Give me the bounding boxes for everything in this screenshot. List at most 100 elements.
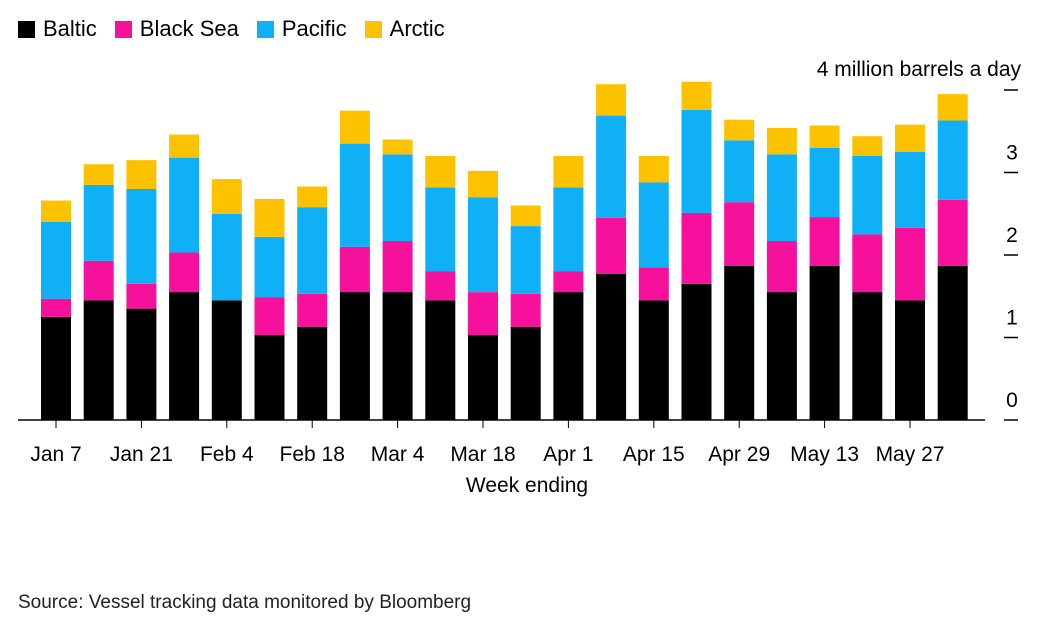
bar-black-sea-may-27: [895, 227, 925, 301]
bar-baltic-mar-4: [382, 292, 413, 420]
bar-baltic-may-27: [895, 300, 925, 420]
bar-baltic-apr-1: [553, 292, 584, 420]
bar-pacific-mar-4: [382, 154, 413, 241]
bar-black-sea-apr-15: [638, 267, 669, 301]
bar-arctic-may-27: [895, 124, 925, 152]
bar-arctic-jan-14: [83, 164, 114, 185]
y-tick-label: 1: [1006, 307, 1018, 330]
x-tick-label: Feb 18: [280, 443, 345, 466]
x-tick-label: Feb 4: [200, 443, 254, 466]
bar-black-sea-may-20: [852, 234, 883, 293]
bar-pacific-mar-11: [425, 187, 456, 272]
x-tick-label: May 27: [876, 443, 945, 466]
bar-black-sea-apr-22: [681, 212, 712, 284]
bar-baltic-mar-25: [510, 326, 541, 420]
bar-pacific-may-13: [809, 147, 840, 218]
bar-pacific-mar-25: [510, 226, 541, 294]
x-tick-label: Mar 4: [371, 443, 425, 466]
bar-pacific-apr-1: [553, 187, 584, 272]
bar-pacific-apr-15: [638, 182, 669, 268]
legend-swatch-pacific: [256, 20, 274, 38]
bar-pacific-feb-4: [211, 213, 242, 301]
bar-pacific-jan-28: [169, 157, 200, 253]
bar-black-sea-mar-11: [425, 271, 456, 301]
x-tick-label: May 13: [790, 443, 859, 466]
bar-black-sea-mar-4: [382, 240, 413, 293]
bar-baltic-may-6: [766, 292, 797, 420]
bar-pacific-feb-25: [339, 143, 370, 247]
bar-arctic-jan-21: [126, 160, 157, 189]
legend-item-baltic: Baltic: [18, 16, 97, 42]
bar-arctic-apr-1: [553, 156, 584, 188]
legend-label-black-sea: Black Sea: [139, 16, 239, 41]
bar-black-sea-jan-7: [41, 298, 71, 317]
y-tick-label: 3: [1006, 142, 1018, 165]
bar-baltic-jan-14: [83, 300, 114, 420]
legend-label-arctic: Arctic: [389, 16, 445, 41]
bar-black-sea-mar-18: [468, 292, 498, 336]
bar-pacific-jan-14: [83, 184, 114, 261]
legend-swatch-arctic: [364, 20, 382, 38]
legend-swatch-baltic: [18, 20, 35, 38]
bar-arctic-jan-28: [169, 134, 200, 158]
bar-baltic-mar-11: [425, 300, 456, 420]
bar-black-sea-may-13: [809, 217, 840, 266]
x-tick-label: Apr 15: [623, 443, 685, 466]
bar-arctic-mar-25: [510, 205, 541, 227]
bar-pacific-jan-21: [126, 189, 157, 284]
bar-baltic-apr-22: [681, 283, 712, 420]
bar-pacific-may-6: [766, 154, 797, 241]
legend-item-arctic: Arctic: [364, 16, 445, 42]
bar-black-sea-jun-3: [937, 199, 968, 266]
bar-baltic-may-20: [852, 292, 883, 420]
legend-item-black-sea: Black Sea: [114, 16, 239, 42]
legend-item-pacific: Pacific: [256, 16, 347, 42]
bar-pacific-feb-18: [297, 207, 328, 294]
bar-arctic-mar-11: [425, 156, 456, 188]
bar-pacific-apr-22: [681, 109, 712, 213]
bar-pacific-jun-3: [937, 120, 968, 200]
bar-baltic-feb-18: [297, 326, 328, 420]
bar-black-sea-feb-18: [297, 293, 328, 327]
bar-black-sea-jan-21: [126, 283, 157, 309]
bar-black-sea-apr-1: [553, 271, 584, 293]
bar-arctic-mar-4: [382, 139, 413, 155]
bar-pacific-mar-18: [468, 197, 498, 293]
bar-black-sea-apr-29: [724, 202, 755, 266]
bar-arctic-apr-15: [638, 156, 669, 183]
y-unit-label: 4 million barrels a day: [817, 58, 1022, 81]
bar-baltic-may-13: [809, 265, 840, 420]
bar-arctic-jun-3: [937, 94, 968, 121]
bar-arctic-feb-25: [339, 110, 370, 144]
bar-pacific-apr-8: [596, 115, 627, 218]
bar-pacific-jan-7: [41, 222, 71, 299]
bar-baltic-jun-3: [937, 265, 968, 420]
bar-arctic-may-6: [766, 127, 797, 155]
bar-arctic-apr-22: [681, 81, 712, 110]
x-tick-label: Apr 1: [543, 443, 593, 466]
bar-baltic-apr-29: [724, 265, 755, 420]
legend-swatch-black-sea: [114, 20, 132, 38]
bar-baltic-feb-11: [254, 335, 285, 420]
x-axis-title: Week ending: [466, 474, 588, 497]
bar-baltic-feb-25: [339, 292, 370, 420]
bar-arctic-feb-18: [297, 186, 328, 208]
bar-baltic-feb-4: [211, 300, 242, 420]
bar-black-sea-apr-8: [596, 217, 627, 274]
y-tick-label: 0: [1006, 389, 1018, 412]
bar-pacific-may-20: [852, 156, 883, 235]
bar-baltic-apr-15: [638, 300, 669, 420]
bar-black-sea-feb-11: [254, 297, 285, 336]
bar-pacific-feb-11: [254, 236, 285, 298]
bar-black-sea-may-6: [766, 240, 797, 293]
bar-arctic-apr-29: [724, 119, 755, 141]
x-tick-label: Mar 18: [450, 443, 515, 466]
x-tick-label: Apr 29: [708, 443, 770, 466]
x-tick-label: Jan 21: [110, 443, 173, 466]
bar-black-sea-mar-25: [510, 293, 541, 327]
bar-black-sea-jan-14: [83, 260, 114, 301]
bar-baltic-jan-21: [126, 308, 157, 420]
bar-arctic-may-20: [852, 136, 883, 156]
bar-arctic-mar-18: [468, 170, 498, 198]
